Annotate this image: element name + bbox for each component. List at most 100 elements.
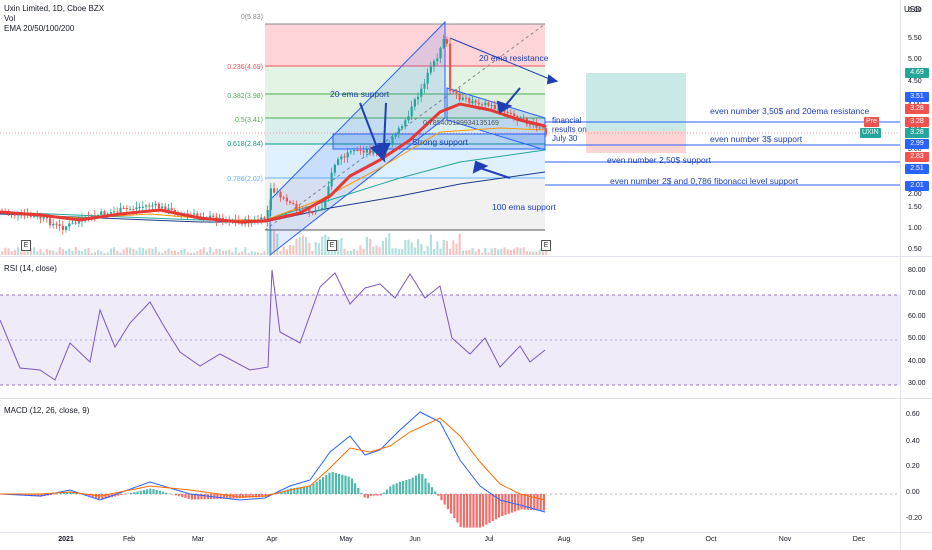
candle-body: [497, 108, 500, 110]
earnings-marker[interactable]: E: [327, 240, 337, 251]
horizontal-levels[interactable]: [545, 121, 900, 186]
ema20-support-note[interactable]: 20 ema support: [330, 89, 390, 99]
financial-results-note[interactable]: financial results on July 30: [552, 116, 587, 143]
volume-bar: [119, 252, 122, 255]
macd-hist-bar: [395, 483, 398, 494]
volume-bar: [253, 251, 256, 255]
volume-bar: [221, 250, 224, 255]
fib-level-label: 0(5.83): [240, 14, 263, 21]
position-tool[interactable]: [586, 73, 686, 153]
volume-indicator-label[interactable]: Vol: [4, 14, 16, 23]
price-axis-tick: 2.00: [908, 191, 922, 198]
macd-hist-bar: [488, 494, 491, 523]
ema20-resistance-note[interactable]: 20 ema resistance: [479, 53, 549, 63]
rsi-axis-tick: 40.00: [908, 358, 926, 365]
volume-bar: [474, 251, 477, 255]
level-299-note[interactable]: even number 3$ support: [710, 134, 803, 144]
candle-body: [337, 159, 340, 165]
candle-body: [423, 83, 426, 89]
volume-bar: [471, 248, 474, 255]
volume-bar: [269, 229, 272, 255]
volume-bar: [289, 245, 292, 255]
macd-hist-bar: [466, 494, 469, 528]
candle-body: [314, 210, 317, 213]
macd-hist-bar: [146, 489, 149, 494]
volume-bar: [477, 248, 480, 255]
volume-bar: [410, 242, 413, 255]
macd-hist-bar: [50, 494, 53, 495]
volume-bar: [49, 250, 52, 255]
volume-bar: [497, 249, 500, 255]
volume-bar: [23, 251, 26, 255]
macd-title[interactable]: MACD (12, 26, close, 9): [4, 406, 90, 415]
macd-hist-bar: [261, 494, 264, 498]
symbol-title[interactable]: Uxin Limited, 1D, Cboe BZX: [4, 4, 105, 13]
volume-bar: [420, 243, 423, 255]
pre-market-price: 3.28: [905, 117, 929, 127]
macd-hist-bar: [376, 494, 379, 496]
fib-level-label: 0.236(4.69): [227, 64, 263, 71]
macd-hist-bar: [133, 492, 136, 494]
rsi-axis-tick: 30.00: [908, 380, 926, 387]
macd-hist-bar: [434, 491, 437, 494]
level-201-note[interactable]: even number 2$ and 0,786 fibonacci level…: [610, 176, 799, 186]
macd-hist-bar: [245, 494, 248, 498]
volume-bar: [10, 251, 13, 255]
volume-bar: [279, 250, 282, 255]
candle-body: [119, 207, 122, 213]
candle-body: [13, 214, 16, 216]
macd-hist-bar: [117, 494, 120, 496]
volume-bar: [33, 247, 36, 255]
volume-bar: [519, 248, 522, 255]
macd-hist-bar: [171, 494, 174, 495]
macd-hist-bar: [312, 483, 315, 494]
macd-hist-bar: [162, 491, 165, 494]
volume-bar: [369, 238, 372, 255]
macd-hist-bar: [53, 494, 56, 495]
candle-body: [455, 91, 458, 94]
earnings-marker[interactable]: E: [541, 240, 551, 251]
macd-hist-bar: [366, 494, 369, 499]
macd-hist-bar: [62, 492, 65, 494]
time-axis-label: Sep: [631, 536, 645, 543]
candle-body: [167, 208, 170, 213]
time-axis-label: Mar: [191, 536, 205, 543]
rsi-title[interactable]: RSI (14, close): [4, 264, 57, 273]
ema100-support-note[interactable]: 100 ema support: [492, 202, 556, 212]
volume-bar: [61, 249, 64, 255]
volume-bar: [452, 240, 455, 255]
ema-indicator-label[interactable]: EMA 20/50/100/200: [4, 24, 75, 33]
strong-support-note[interactable]: Strong support: [412, 137, 468, 147]
level-351-note[interactable]: even number 3,50$ and 20ema resistance: [710, 106, 870, 116]
macd-hist-bar: [398, 481, 401, 494]
candle-body: [324, 198, 327, 208]
volume-bar: [93, 252, 96, 255]
candle-body: [151, 205, 154, 207]
level-251-note[interactable]: even number 2,50$ support: [607, 155, 711, 165]
macd-hist-bar: [462, 494, 465, 528]
candle-body: [93, 215, 96, 217]
volume-bar: [423, 250, 426, 255]
chart-legend[interactable]: Uxin Limited, 1D, Cboe BZX Vol EMA 20/50…: [4, 4, 104, 34]
volume-bar: [68, 248, 71, 255]
ascending-channel[interactable]: [269, 20, 446, 257]
earnings-marker[interactable]: E: [21, 240, 31, 251]
candle-body: [36, 215, 39, 217]
fib-level-label: 0.786(2.02): [227, 176, 263, 183]
macd-hist-bar: [34, 494, 37, 497]
price-tag: 2.51: [905, 164, 929, 174]
volume-bar: [263, 251, 266, 255]
volume-bar: [225, 250, 228, 255]
volume-bar: [503, 247, 506, 255]
price-axis-tick: 1.00: [908, 225, 922, 232]
candle-body: [97, 215, 100, 217]
volume-bar: [340, 237, 343, 255]
volume-bar: [55, 252, 58, 255]
volume-bar: [529, 251, 532, 255]
currency-label[interactable]: USD: [904, 5, 921, 14]
volume-bar: [106, 252, 109, 255]
macd-hist-bar: [309, 485, 312, 494]
candle-body: [401, 126, 404, 129]
volume-bar: [273, 229, 276, 255]
